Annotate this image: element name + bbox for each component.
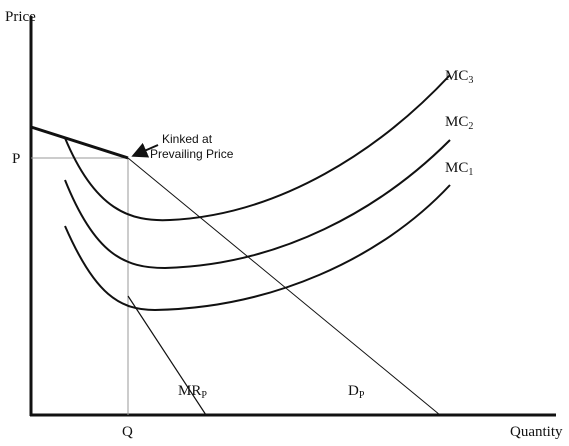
curve-label-sub: P [201,390,207,401]
mr-lower [127,295,207,416]
demand-lower [127,157,441,416]
curve-label: MC3 [445,68,473,86]
curve-label-sub: 2 [468,121,473,132]
curve-label-sub: 1 [468,167,473,178]
curve-label-sub: P [359,390,365,401]
demand-upper [30,125,129,160]
annotation-line: Prevailing Price [150,147,234,161]
mc2-curve [64,139,451,270]
price-mark: P [12,151,20,167]
curve-label-main: MR [178,383,201,399]
annotation-line: Kinked at [162,132,213,146]
mc3-curve [64,74,451,222]
curve-label: MC2 [445,114,473,132]
curve-label-main: MC [445,114,468,130]
x-axis-label: Quantity [510,424,563,440]
quantity-mark: Q [122,424,133,440]
curve-label: DP [348,383,365,401]
curve-label: MC1 [445,160,473,178]
curve-label-main: D [348,383,359,399]
curve-label-sub: 3 [468,75,473,86]
curve-label-main: MC [445,68,468,84]
mc1-curve [64,184,451,312]
y-axis-label: Price [5,9,36,25]
annotation-arrow [131,142,159,158]
curve-label-main: MC [445,160,468,176]
curve-label: MRP [178,383,207,401]
